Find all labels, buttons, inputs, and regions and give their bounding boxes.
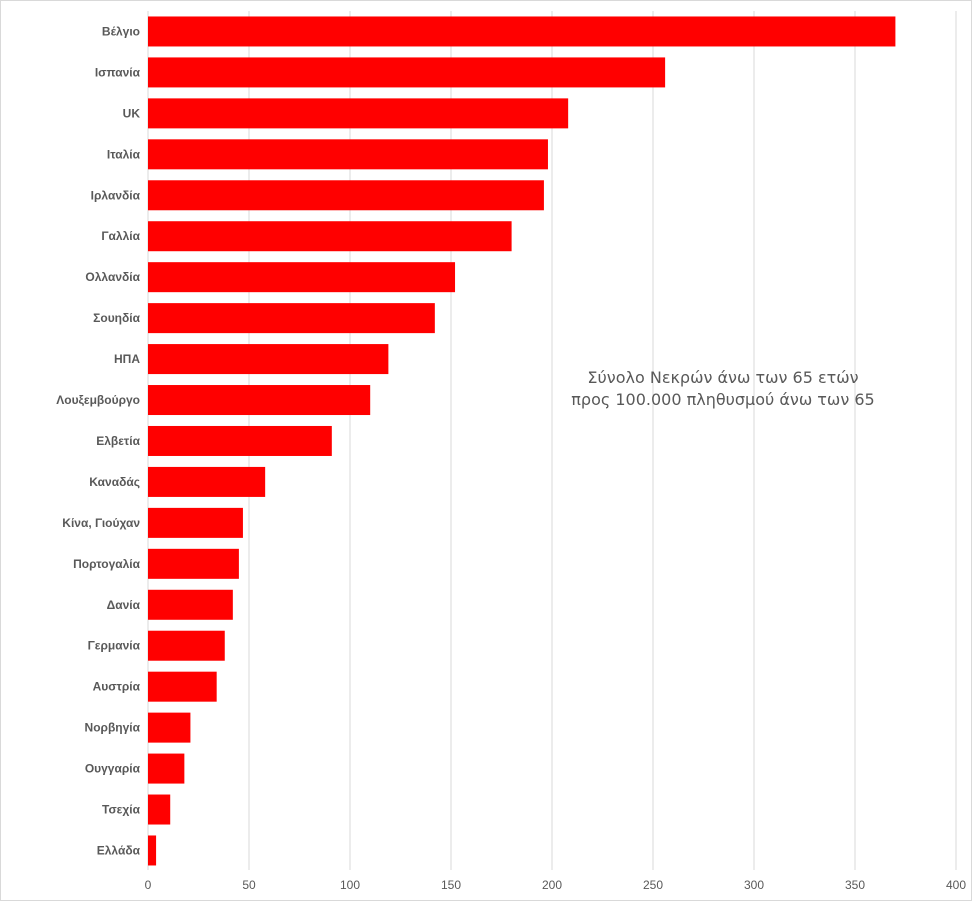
bar [148,262,456,293]
bar [148,16,896,47]
bar [148,344,389,375]
bar [148,385,371,416]
bar [148,139,548,170]
bar [148,466,266,497]
x-tick-label: 250 [643,878,663,892]
x-tick-label: 400 [946,878,966,892]
x-axis-ticks: 0 50 100 150 200 250 300 350 400 [145,878,967,892]
category-label: Αυστρία [93,680,141,694]
chart-annotation-line-1: Σύνολο Νεκρών άνω των 65 ετών [587,368,858,387]
category-label: Ιταλία [107,147,141,161]
x-tick-label: 0 [145,878,152,892]
category-label: Γαλλία [101,229,140,243]
category-label: UK [123,106,141,120]
bar [148,221,512,252]
category-label: Βέλγιο [102,24,140,38]
category-labels: Βέλγιο Ισπανία UK Ιταλία Ιρλανδία Γαλλία Ολλαν… [56,24,140,857]
category-label: Τσεχία [102,803,141,817]
category-label: Δανία [107,598,141,612]
category-label: Ελβετία [96,434,140,448]
category-label: Σουηδία [93,311,140,325]
category-label: Ισπανία [95,65,141,79]
bar [148,589,233,620]
bar [148,180,544,211]
bar [148,630,225,661]
bar [148,671,217,702]
bar [148,794,171,825]
category-label: Νορβηγία [85,721,141,735]
category-label: Πορτογαλία [73,557,140,571]
bar [148,507,243,538]
x-tick-label: 300 [744,878,764,892]
category-label: Λουξεμβούργο [56,393,140,407]
bars [148,16,896,866]
category-label: Γερμανία [88,639,141,653]
category-label: Κίνα, Γιούχαν [62,516,140,530]
bar [148,303,435,334]
category-label: Ελλάδα [97,843,141,857]
x-tick-label: 350 [845,878,865,892]
x-tick-label: 50 [242,878,256,892]
x-tick-label: 150 [441,878,461,892]
category-label: ΗΠΑ [114,352,140,366]
category-label: Ιρλανδία [91,188,141,202]
bar [148,98,569,129]
category-label: Ολλανδία [85,270,140,284]
bar [148,712,191,743]
bar [148,835,157,866]
bar [148,57,666,88]
category-label: Καναδάς [89,475,140,489]
bar [148,425,332,456]
x-tick-label: 100 [340,878,360,892]
bar [148,548,239,579]
category-label: Ουγγαρία [85,762,141,776]
chart-annotation-line-2: προς 100.000 πληθυσμού άνω των 65 [571,390,874,409]
x-tick-label: 200 [542,878,562,892]
bar [148,753,185,784]
